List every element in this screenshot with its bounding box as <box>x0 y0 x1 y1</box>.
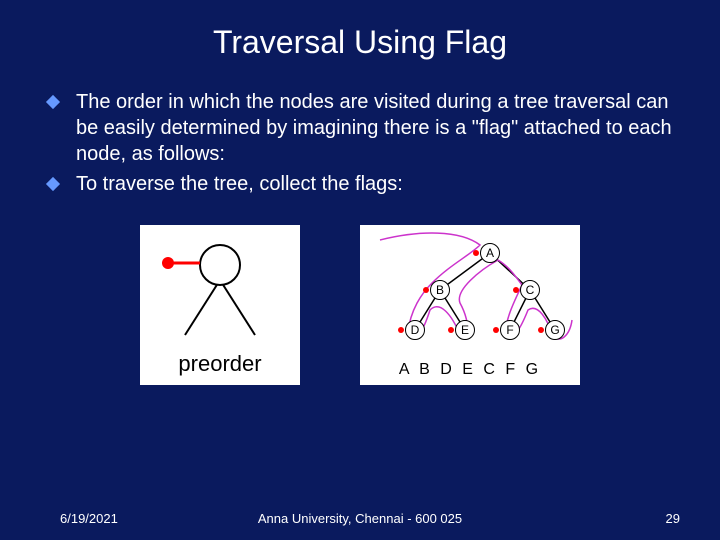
tree-node-A: A <box>480 243 500 263</box>
tree-node-G: G <box>545 320 565 340</box>
tree-node-F: F <box>500 320 520 340</box>
bullet-diamond-icon <box>46 177 60 191</box>
bullet-text: The order in which the nodes are visited… <box>76 89 680 167</box>
tree-node-C: C <box>520 280 540 300</box>
preorder-node <box>200 245 240 285</box>
tree-node-B: B <box>430 280 450 300</box>
tree-node-E: E <box>455 320 475 340</box>
figure-preorder: preorder <box>140 225 300 385</box>
bullet-text: To traverse the tree, collect the flags: <box>76 171 403 197</box>
preorder-flag-dot <box>162 257 174 269</box>
bullet-list: The order in which the nodes are visited… <box>0 89 720 197</box>
footer-page: 29 <box>666 511 680 526</box>
bullet-item: To traverse the tree, collect the flags: <box>48 171 680 197</box>
bullet-diamond-icon <box>46 95 60 109</box>
footer-date: 6/19/2021 <box>60 511 118 526</box>
tree-output: A B D E C F G <box>360 361 580 379</box>
preorder-leg-right <box>220 280 255 335</box>
bullet-item: The order in which the nodes are visited… <box>48 89 680 167</box>
preorder-leg-left <box>185 280 220 335</box>
footer-org: Anna University, Chennai - 600 025 <box>258 511 462 526</box>
slide-footer: 6/19/2021 Anna University, Chennai - 600… <box>0 511 720 526</box>
preorder-label: preorder <box>140 351 300 377</box>
slide-title: Traversal Using Flag <box>0 0 720 89</box>
figure-tree: A B C D E F G A B D E C F G <box>360 225 580 385</box>
figures-row: preorder <box>0 225 720 385</box>
tree-node-D: D <box>405 320 425 340</box>
